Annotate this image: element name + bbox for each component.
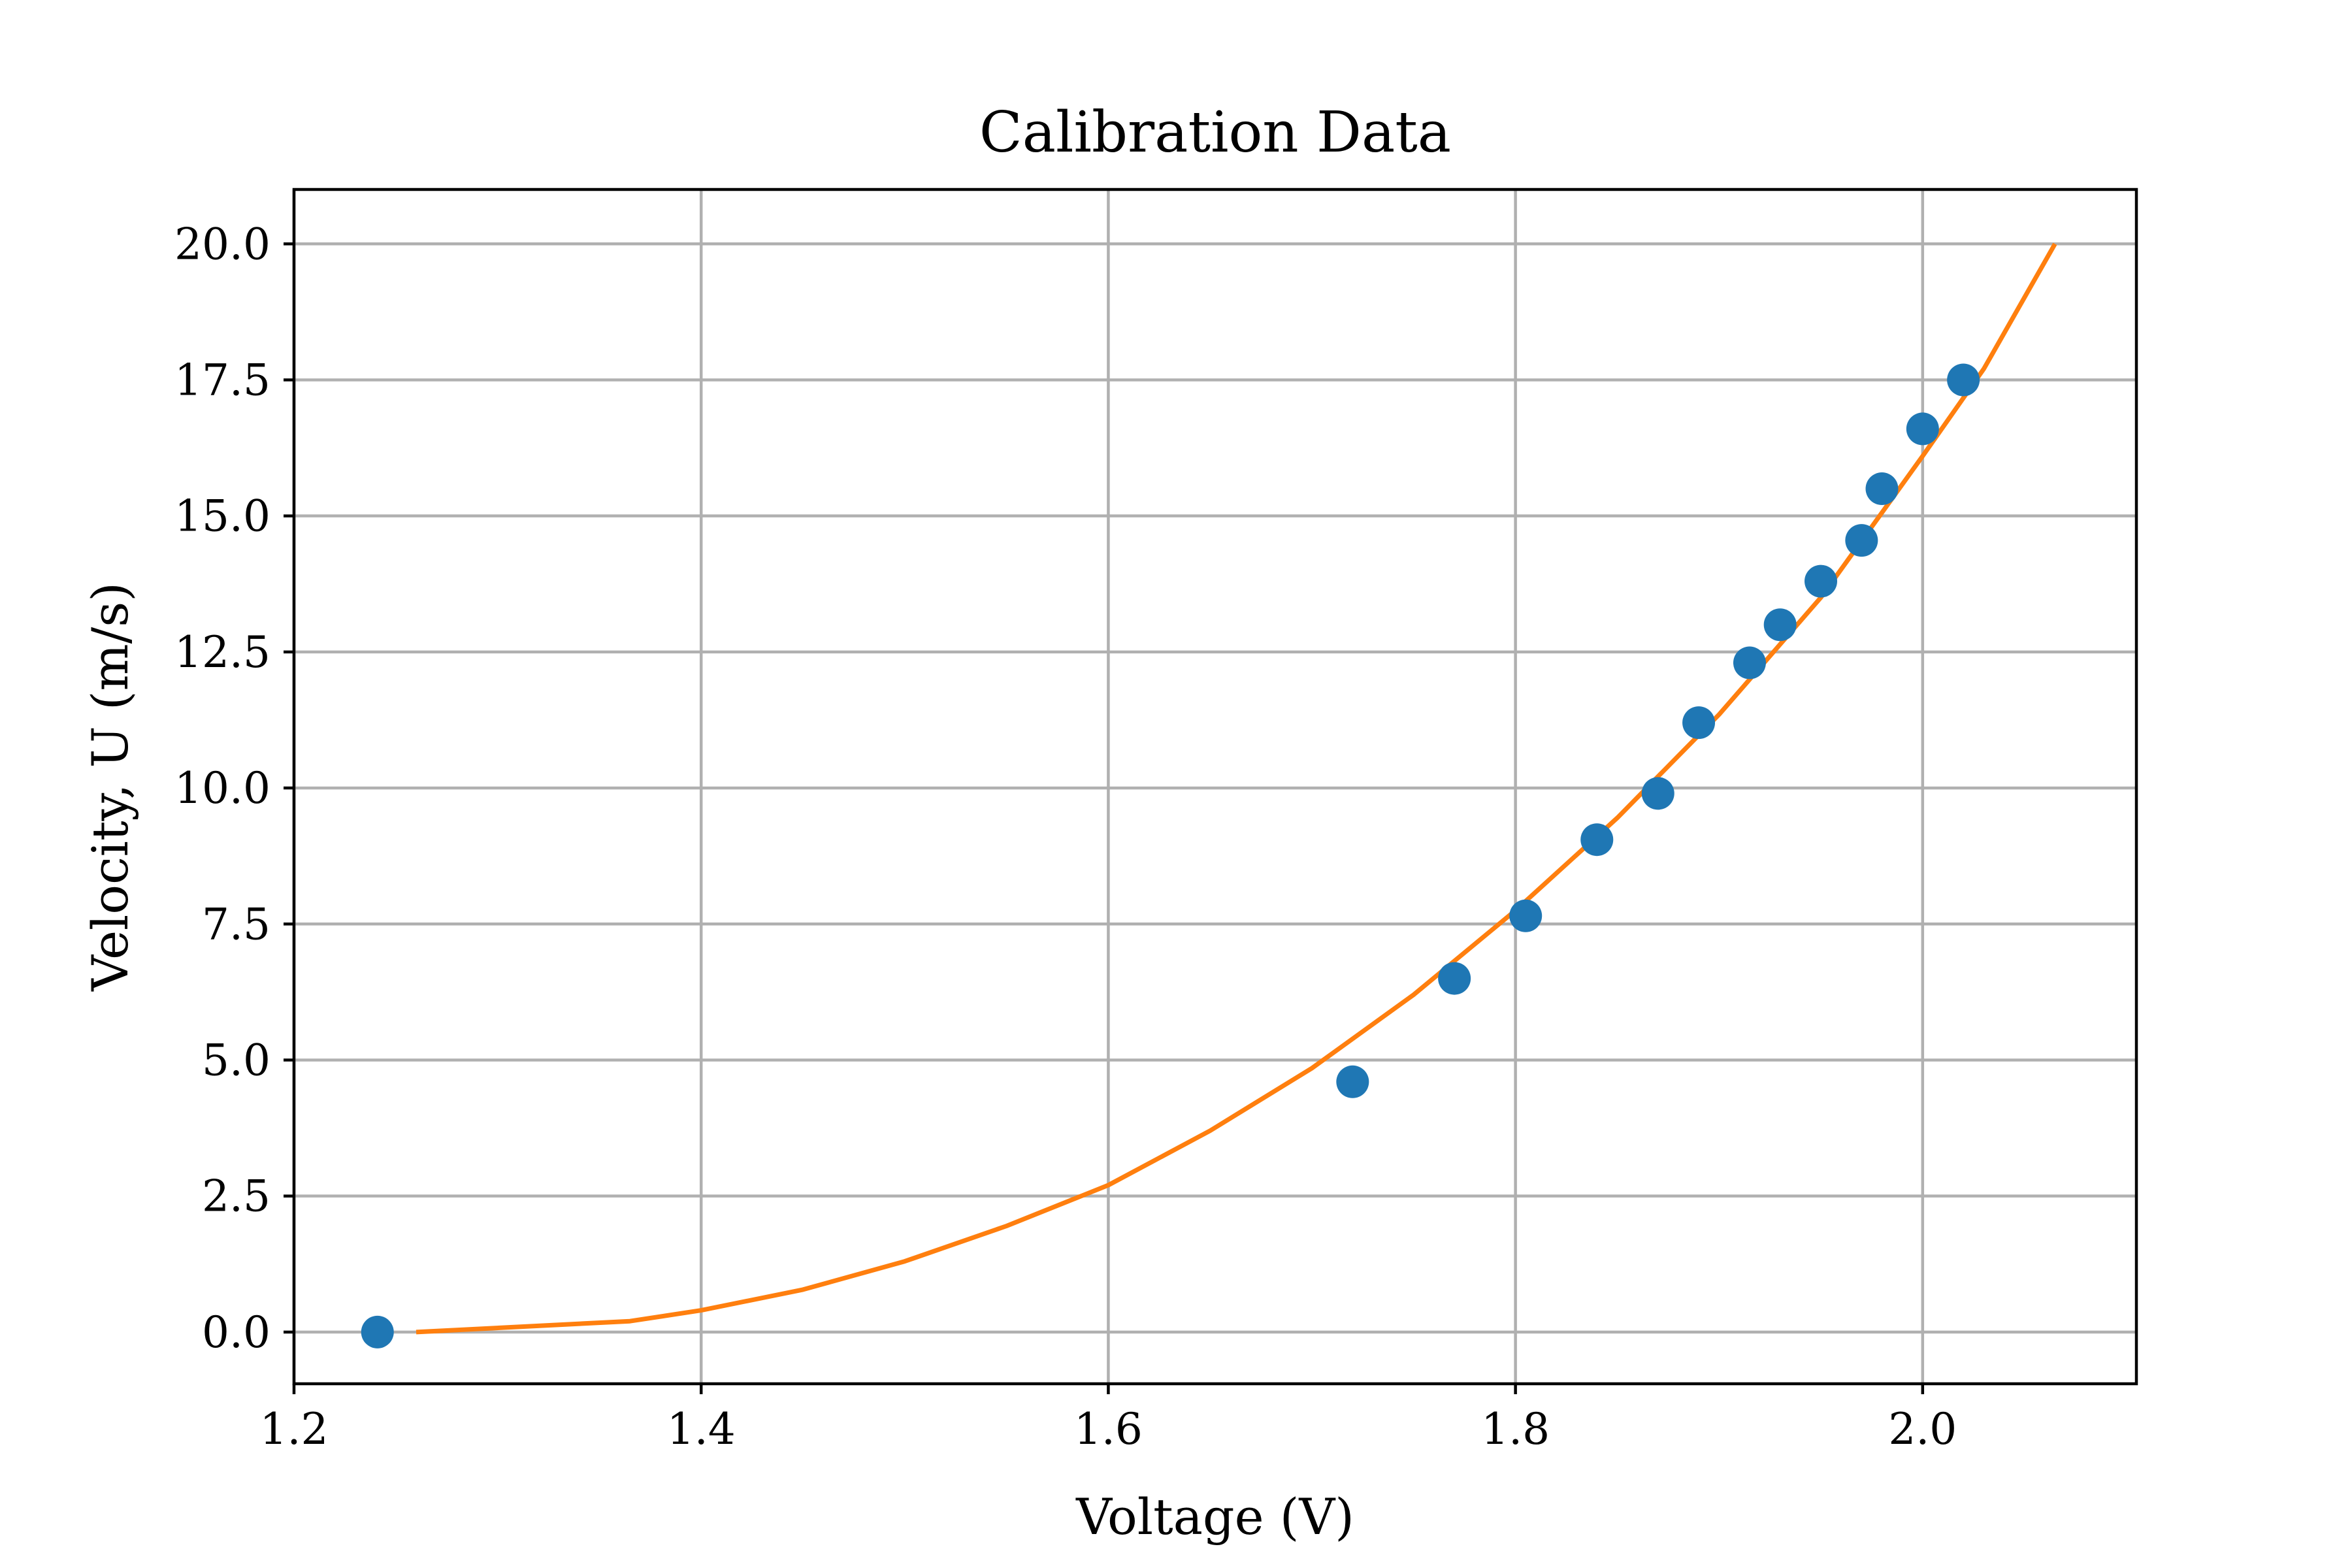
y-axis-label: Velocity, U (m/s) (81, 582, 139, 992)
data-point (1947, 363, 1980, 397)
x-tick-label: 1.8 (1481, 1404, 1550, 1454)
y-tick-label: 2.5 (202, 1171, 270, 1222)
x-tick-label: 1.2 (260, 1404, 329, 1454)
chart-title: Calibration Data (979, 100, 1451, 165)
data-point (1845, 524, 1878, 557)
data-point (1509, 899, 1543, 932)
data-point (1733, 646, 1766, 679)
y-tick-label: 0.0 (202, 1307, 270, 1358)
y-tick-label: 10.0 (174, 763, 270, 813)
x-tick-label: 1.6 (1074, 1404, 1143, 1454)
data-point (1906, 412, 1939, 446)
data-point (1763, 608, 1797, 642)
data-point (1641, 777, 1674, 810)
y-tick-label: 15.0 (174, 491, 270, 542)
y-tick-label: 7.5 (202, 899, 270, 949)
data-point (1336, 1065, 1369, 1098)
data-point (1805, 564, 1838, 598)
data-point (1865, 472, 1899, 506)
x-axis-label: Voltage (V) (1075, 1488, 1354, 1546)
data-point (361, 1315, 394, 1348)
y-tick-label: 12.5 (174, 627, 270, 678)
x-tick-label: 2.0 (1888, 1404, 1957, 1454)
grid-lines (292, 189, 2136, 1384)
y-tick-label: 5.0 (202, 1035, 270, 1085)
data-point (1580, 823, 1614, 857)
y-tick-label: 17.5 (174, 355, 270, 405)
data-point (1682, 706, 1716, 740)
data-point (1438, 962, 1471, 995)
axis-ticks: 1.2 1.4 1.6 1.8 2.0 0.0 2.5 5.0 7.5 10.0 12.5 15.0 1… (174, 219, 1957, 1454)
plot-content (361, 242, 2057, 1348)
y-tick-label: 20.0 (174, 219, 270, 269)
x-tick-label: 1.4 (667, 1404, 736, 1454)
